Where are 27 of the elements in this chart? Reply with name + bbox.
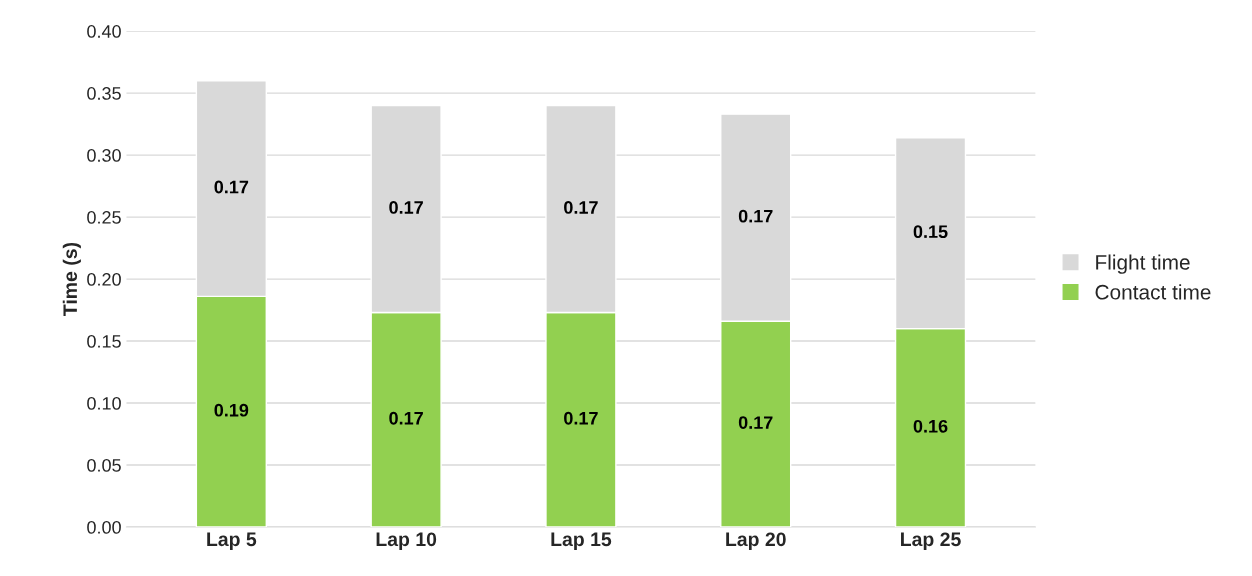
y-tick-label: 0.00 — [87, 520, 121, 534]
x-tick-label: Lap 5 — [207, 532, 257, 551]
data-label: 0.15 — [913, 225, 948, 239]
x-tick-label: Lap 10 — [376, 532, 437, 551]
x-tick-label: Lap 20 — [726, 532, 786, 551]
data-label: 0.17 — [389, 411, 423, 425]
y-tick-label: 0.15 — [87, 335, 121, 348]
data-label: 0.17 — [564, 411, 598, 425]
data-label: 0.19 — [214, 403, 249, 417]
x-tick-label: Lap 25 — [901, 532, 961, 551]
data-label: 0.17 — [738, 209, 773, 223]
x-tick-label: Lap 15 — [551, 532, 612, 551]
y-tick-label: 0.30 — [87, 149, 121, 162]
data-label: 0.17 — [564, 201, 598, 214]
y-tick-label: 0.35 — [87, 87, 121, 100]
data-label: 0.17 — [738, 416, 773, 429]
y-axis-title: Time (s) — [62, 242, 81, 316]
legend-label: Contact time — [1095, 284, 1211, 300]
y-tick-label: 0.10 — [87, 396, 121, 410]
legend-label: Flight time — [1096, 254, 1190, 274]
data-label: 0.17 — [214, 180, 249, 194]
y-tick-label: 0.25 — [87, 211, 121, 224]
y-tick-label: 0.05 — [87, 458, 121, 472]
data-label: 0.16 — [913, 419, 948, 433]
y-tick-label: 0.20 — [87, 273, 121, 286]
y-tick-label: 0.40 — [87, 25, 121, 38]
data-label: 0.17 — [389, 201, 423, 214]
